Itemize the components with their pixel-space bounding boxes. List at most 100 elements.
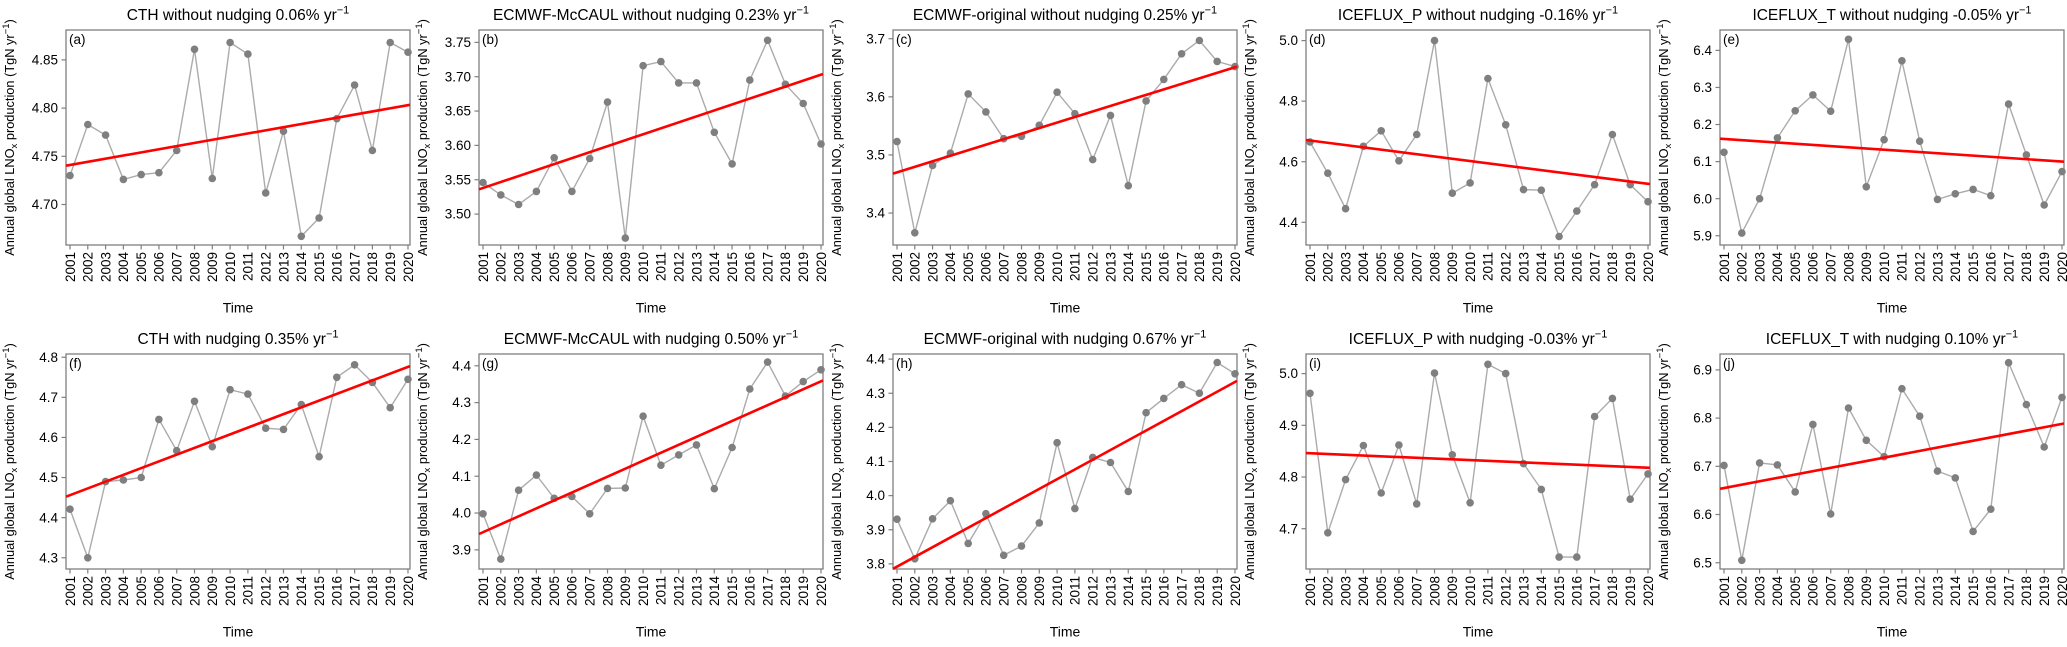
x-tick-label: 2004 <box>116 252 131 282</box>
x-tick-label: 2008 <box>1014 252 1029 282</box>
data-point <box>1142 97 1150 105</box>
x-tick-label: 2012 <box>1085 252 1100 282</box>
x-tick-label: 2017 <box>1588 252 1603 282</box>
x-tick-label: 2007 <box>583 252 598 282</box>
y-axis-label: Annual global LNOx production (TgN yr−1) <box>1241 343 1260 580</box>
data-point <box>1555 232 1564 241</box>
panel-title: ICEFLUX_P without nudging -0.16% yr−1 <box>1338 5 1618 24</box>
y-tick-label: 4.4 <box>1279 215 1298 230</box>
y-tick-label: 4.5 <box>39 470 58 485</box>
x-tick-label: 2010 <box>1463 252 1478 282</box>
data-point <box>155 168 163 177</box>
trend-line <box>65 364 411 498</box>
x-tick-label: 2004 <box>1770 575 1785 605</box>
data-line <box>482 38 823 239</box>
y-tick-label: 3.55 <box>445 172 471 187</box>
x-tick-label: 2001 <box>890 576 905 606</box>
x-tick-label: 2007 <box>1823 252 1838 282</box>
x-tick-label: 2011 <box>241 252 256 281</box>
data-point <box>497 191 505 199</box>
x-tick-label: 2009 <box>1445 576 1460 606</box>
y-axis-label: Annual global LNOx production (TgN yr−1) <box>1241 19 1260 256</box>
data-point <box>1213 57 1221 66</box>
panel-label: (j) <box>1723 355 1735 370</box>
data-point <box>657 57 666 66</box>
x-tick-label: 2012 <box>672 252 687 282</box>
x-tick-label: 2001 <box>1303 252 1318 282</box>
plot-border <box>65 29 411 246</box>
data-point <box>675 450 683 459</box>
panel-title: ICEFLUX_T with nudging 0.10% yr−1 <box>1765 328 2017 348</box>
data-point <box>532 470 541 479</box>
data-point <box>1341 204 1350 213</box>
x-tick-label: 2007 <box>1410 576 1425 606</box>
x-tick-label: 2008 <box>187 252 202 282</box>
x-tick-label: 2014 <box>1534 252 1549 283</box>
panel-title: ICEFLUX_T without nudging -0.05% yr−1 <box>1752 4 2031 24</box>
data-point <box>964 90 972 98</box>
data-point <box>208 174 217 183</box>
x-tick-label: 2016 <box>1156 576 1171 606</box>
data-point <box>799 99 808 108</box>
x-tick-label: 2010 <box>1876 576 1891 606</box>
x-tick-label: 2003 <box>925 252 940 282</box>
data-point <box>1644 197 1652 206</box>
x-tick-label: 2013 <box>1103 576 1118 606</box>
x-tick-label: 2013 <box>276 576 291 606</box>
x-tick-label: 2001 <box>63 576 78 606</box>
data-point <box>1755 194 1763 203</box>
data-point <box>1737 229 1746 237</box>
x-tick-label: 2011 <box>1067 576 1082 605</box>
x-tick-label: 2004 <box>1356 252 1371 283</box>
x-tick-label: 2009 <box>619 576 634 606</box>
y-tick-label: 3.9 <box>866 522 885 537</box>
x-axis-label: Time <box>636 300 667 316</box>
y-tick-label: 4.3 <box>866 385 885 400</box>
y-tick-label: 4.6 <box>1279 154 1298 169</box>
y-tick-label: 4.8 <box>1279 469 1298 484</box>
data-point <box>1986 191 1995 200</box>
data-point <box>1608 130 1617 139</box>
x-tick-label: 2017 <box>347 576 362 606</box>
x-tick-label: 2001 <box>476 252 491 282</box>
data-line <box>69 41 409 238</box>
panel-label: (a) <box>69 32 85 47</box>
x-tick-label: 2016 <box>743 252 758 282</box>
data-point <box>479 509 488 518</box>
y-tick-label: 4.70 <box>32 197 58 212</box>
data-line <box>1722 359 2063 560</box>
data-point <box>1413 130 1421 139</box>
x-tick-label: 2003 <box>1752 252 1767 282</box>
data-point <box>764 357 772 366</box>
x-tick-label: 2005 <box>134 576 149 606</box>
data-point <box>1448 189 1457 197</box>
data-point <box>550 154 559 162</box>
data-point <box>279 127 288 135</box>
x-tick-label: 2001 <box>1716 576 1731 606</box>
data-point <box>621 234 630 242</box>
x-tick-label: 2010 <box>223 576 238 606</box>
data-point <box>1324 169 1332 177</box>
data-point <box>386 38 394 47</box>
data-point <box>244 389 252 398</box>
y-tick-label: 6.4 <box>1693 43 1712 58</box>
y-tick-label: 4.2 <box>866 419 885 434</box>
data-point <box>1573 552 1581 561</box>
data-point <box>1306 389 1314 397</box>
y-tick-label: 4.3 <box>39 550 58 565</box>
trend-line <box>478 72 824 191</box>
data-point <box>568 187 577 196</box>
y-tick-label: 6.8 <box>1693 410 1712 425</box>
x-tick-label: 2002 <box>494 252 509 282</box>
data-point <box>1035 518 1043 527</box>
data-point <box>1915 137 1924 145</box>
x-tick-label: 2020 <box>814 252 827 282</box>
trend-line <box>478 378 824 535</box>
data-point <box>1395 157 1403 165</box>
y-tick-label: 6.9 <box>1693 362 1712 377</box>
x-tick-label: 2007 <box>1410 252 1425 282</box>
data-point <box>515 200 523 209</box>
x-tick-label: 2019 <box>796 252 811 282</box>
